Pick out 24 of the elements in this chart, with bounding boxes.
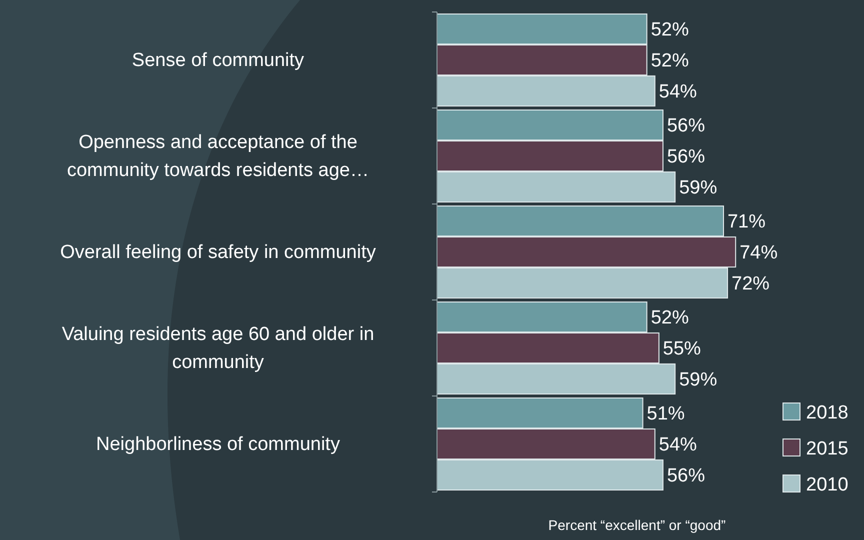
data-label: 55% <box>662 338 702 360</box>
data-label: 52% <box>650 20 689 41</box>
data-label: 51% <box>646 404 685 425</box>
y-tick-label: Valuing residents age 60 and older in community <box>62 324 374 373</box>
data-label: 71% <box>727 212 766 233</box>
y-tick-label: Openness and acceptance of the community towards residents age… <box>66 132 370 181</box>
data-label: 56% <box>666 466 706 487</box>
data-label: 52% <box>650 308 689 329</box>
x-axis-title: Percent “excellent” or “good” <box>548 517 726 533</box>
legend-label: 2018 <box>806 402 848 424</box>
legend-label: 2015 <box>806 438 848 460</box>
data-label: 59% <box>679 370 718 391</box>
data-label: 56% <box>666 146 706 168</box>
y-tick-label: Neighborliness of community <box>96 434 340 455</box>
data-label: 74% <box>740 242 778 264</box>
data-label: 54% <box>658 434 698 456</box>
legend-label: 2010 <box>806 474 848 496</box>
data-label: 56% <box>666 116 706 137</box>
data-label: 72% <box>732 274 770 295</box>
data-label: 54% <box>658 82 698 103</box>
data-label: 59% <box>679 178 718 199</box>
data-label: 52% <box>650 50 689 72</box>
y-tick-label: Overall feeling of safety in community <box>60 242 376 263</box>
y-tick-label: Sense of community <box>132 50 305 71</box>
